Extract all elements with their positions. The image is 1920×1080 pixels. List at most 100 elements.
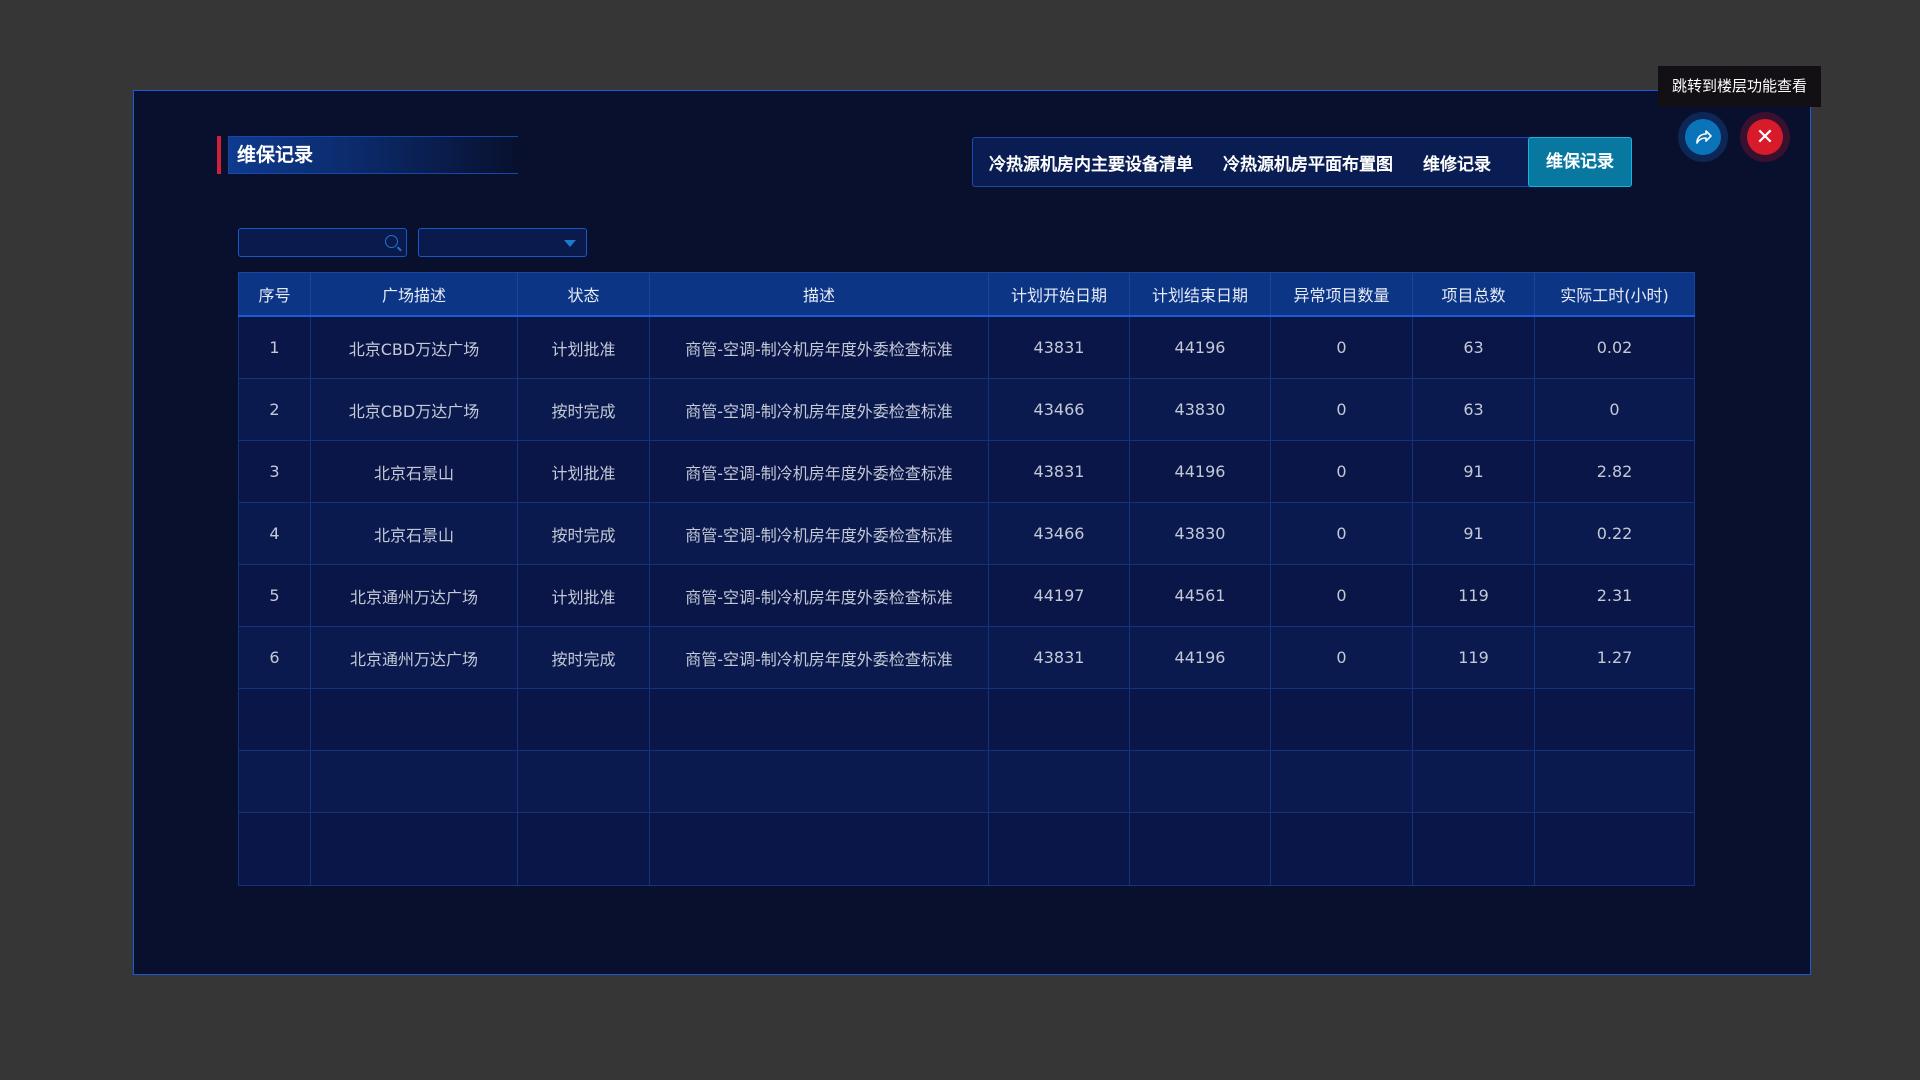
table-cell: 43831 xyxy=(988,626,1130,689)
tab-bar: 冷热源机房内主要设备清单 冷热源机房平面布置图 维修记录 维保记录 xyxy=(972,137,1632,187)
table-cell: 43466 xyxy=(988,378,1130,441)
table-cell xyxy=(988,812,1130,886)
column-header: 广场描述 xyxy=(310,272,518,317)
table-cell: 商管-空调-制冷机房年度外委检查标准 xyxy=(649,440,989,503)
table-cell xyxy=(649,812,989,886)
jump-to-floor-button[interactable] xyxy=(1678,112,1728,162)
table-cell xyxy=(1412,688,1535,751)
table-cell xyxy=(517,688,650,751)
table-cell: 43831 xyxy=(988,315,1130,379)
table-cell xyxy=(238,750,311,813)
table-cell: 北京通州万达广场 xyxy=(310,564,518,627)
share-arrow-icon xyxy=(1685,119,1721,155)
table-cell xyxy=(1129,812,1271,886)
chevron-down-icon xyxy=(564,240,576,247)
empty-row xyxy=(238,688,1695,751)
table-cell: 91 xyxy=(1412,440,1535,503)
table-cell xyxy=(649,750,989,813)
table-cell: 6 xyxy=(238,626,311,689)
table-cell: 商管-空调-制冷机房年度外委检查标准 xyxy=(649,315,989,379)
table-cell: 按时完成 xyxy=(517,502,650,565)
table-cell: 63 xyxy=(1412,315,1535,379)
column-header: 描述 xyxy=(649,272,989,317)
table-cell: 0 xyxy=(1270,626,1413,689)
table-cell: 43830 xyxy=(1129,378,1271,441)
tab-equipment-list[interactable]: 冷热源机房内主要设备清单 xyxy=(989,154,1193,175)
table-cell: 北京CBD万达广场 xyxy=(310,315,518,379)
empty-row xyxy=(238,812,1695,886)
close-button[interactable]: ✕ xyxy=(1740,112,1790,162)
table-cell: 44197 xyxy=(988,564,1130,627)
table-cell xyxy=(517,812,650,886)
table-cell: 0 xyxy=(1270,440,1413,503)
table-cell xyxy=(238,688,311,751)
empty-row xyxy=(238,750,1695,813)
column-header: 计划结束日期 xyxy=(1129,272,1271,317)
table-cell: 119 xyxy=(1412,626,1535,689)
table-cell: 43831 xyxy=(988,440,1130,503)
table-cell: 0 xyxy=(1270,315,1413,379)
search-input[interactable] xyxy=(238,228,407,257)
table-cell xyxy=(1270,688,1413,751)
table-cell: 北京石景山 xyxy=(310,502,518,565)
tab-floor-plan[interactable]: 冷热源机房平面布置图 xyxy=(1223,154,1393,175)
table-cell: 0 xyxy=(1534,378,1695,441)
search-icon[interactable] xyxy=(385,235,398,248)
close-icon: ✕ xyxy=(1747,119,1783,155)
table-row[interactable]: 2 北京CBD万达广场 按时完成 商管-空调-制冷机房年度外委检查标准 43466 438… xyxy=(238,378,1695,441)
column-header: 状态 xyxy=(517,272,650,317)
table-row[interactable]: 4 北京石景山 按时完成 商管-空调-制冷机房年度外委检查标准 43466 43830 0 9… xyxy=(238,502,1695,565)
table-cell xyxy=(1129,750,1271,813)
table-cell: 0 xyxy=(1270,378,1413,441)
filter-select[interactable] xyxy=(418,228,587,257)
column-header: 异常项目数量 xyxy=(1270,272,1413,317)
column-header: 计划开始日期 xyxy=(988,272,1130,317)
table-cell: 4 xyxy=(238,502,311,565)
table-cell xyxy=(1534,688,1695,751)
table-cell xyxy=(1270,812,1413,886)
column-header: 实际工时(小时) xyxy=(1534,272,1695,317)
table-cell: 44196 xyxy=(1129,440,1271,503)
table-cell: 5 xyxy=(238,564,311,627)
table-cell: 43830 xyxy=(1129,502,1271,565)
table-cell: 商管-空调-制冷机房年度外委检查标准 xyxy=(649,378,989,441)
table-row[interactable]: 6 北京通州万达广场 按时完成 商管-空调-制冷机房年度外委检查标准 43831 4419… xyxy=(238,626,1695,689)
table-cell: 计划批准 xyxy=(517,315,650,379)
table-cell: 2 xyxy=(238,378,311,441)
table-cell: 商管-空调-制冷机房年度外委检查标准 xyxy=(649,564,989,627)
table-cell: 按时完成 xyxy=(517,378,650,441)
table-cell: 1 xyxy=(238,315,311,379)
table-row[interactable]: 5 北京通州万达广场 计划批准 商管-空调-制冷机房年度外委检查标准 44197 4456… xyxy=(238,564,1695,627)
title-marker xyxy=(217,136,221,174)
table-cell: 北京石景山 xyxy=(310,440,518,503)
table-cell: 北京通州万达广场 xyxy=(310,626,518,689)
table-cell: 44196 xyxy=(1129,315,1271,379)
table-cell: 1.27 xyxy=(1534,626,1695,689)
table-cell: 119 xyxy=(1412,564,1535,627)
table-cell xyxy=(1412,750,1535,813)
table-cell xyxy=(310,812,518,886)
table-cell: 2.82 xyxy=(1534,440,1695,503)
table-cell xyxy=(1534,812,1695,886)
table-cell: 2.31 xyxy=(1534,564,1695,627)
table-cell xyxy=(649,688,989,751)
table-cell: 北京CBD万达广场 xyxy=(310,378,518,441)
table-cell: 91 xyxy=(1412,502,1535,565)
tooltip: 跳转到楼层功能查看 xyxy=(1658,66,1821,107)
table-cell xyxy=(1270,750,1413,813)
table-cell: 商管-空调-制冷机房年度外委检查标准 xyxy=(649,626,989,689)
table-cell: 0.02 xyxy=(1534,315,1695,379)
tab-maintenance-records[interactable]: 维保记录 xyxy=(1528,137,1632,187)
table-row[interactable]: 1 北京CBD万达广场 计划批准 商管-空调-制冷机房年度外委检查标准 43831 441… xyxy=(238,315,1695,379)
tab-repair-records[interactable]: 维修记录 xyxy=(1423,154,1491,175)
table-cell xyxy=(310,750,518,813)
table-cell: 44561 xyxy=(1129,564,1271,627)
table-cell: 44196 xyxy=(1129,626,1271,689)
table-cell: 3 xyxy=(238,440,311,503)
table-cell xyxy=(238,812,311,886)
table-cell xyxy=(1534,750,1695,813)
table-cell: 商管-空调-制冷机房年度外委检查标准 xyxy=(649,502,989,565)
table-header: 序号 广场描述 状态 描述 计划开始日期 计划结束日期 异常项目数量 项目总数 实际工时(小时) xyxy=(238,272,1695,317)
table-row[interactable]: 3 北京石景山 计划批准 商管-空调-制冷机房年度外委检查标准 43831 44196 0 9… xyxy=(238,440,1695,503)
table-cell xyxy=(988,688,1130,751)
